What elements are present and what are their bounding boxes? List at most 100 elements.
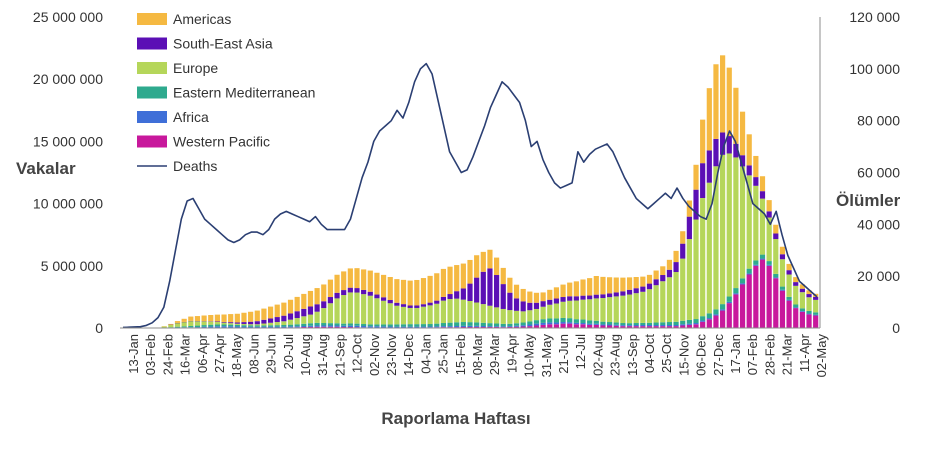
- bar-segment-eastern-mediterranean: [813, 312, 819, 315]
- bar-segment-americas: [494, 257, 500, 276]
- y-tick-label: 15 000 000: [33, 133, 103, 149]
- bar-segment-europe: [281, 321, 287, 326]
- bar-segment-africa: [387, 326, 393, 328]
- bar-segment-europe: [161, 326, 167, 328]
- bar-segment-south-east-asia: [513, 298, 520, 311]
- bar-segment-americas: [294, 296, 300, 312]
- bar-segment-western-pacific: [713, 315, 719, 328]
- bar-segment-americas: [440, 268, 447, 297]
- bar-segment-europe: [766, 217, 772, 262]
- bar-segment-americas: [287, 299, 294, 314]
- bar-segment-western-pacific: [626, 326, 633, 328]
- bar-segment-south-east-asia: [547, 299, 553, 305]
- bar-segment-eastern-mediterranean: [766, 261, 772, 265]
- bar-segment-eastern-mediterranean: [500, 323, 506, 327]
- bar-segment-eastern-mediterranean: [347, 323, 353, 326]
- bar-segment-americas: [500, 267, 506, 285]
- bar-segment-europe: [746, 175, 752, 269]
- bar-segment-africa: [434, 326, 440, 328]
- bar-segment-europe: [427, 305, 433, 325]
- bar-segment-europe: [460, 299, 466, 323]
- bar-segment-western-pacific: [799, 311, 805, 328]
- bar-segment-africa: [533, 323, 540, 326]
- bar-segment-western-pacific: [739, 284, 746, 328]
- bar-segment-south-east-asia: [420, 304, 427, 307]
- bar-segment-south-east-asia: [680, 243, 686, 259]
- bar-segment-south-east-asia: [414, 305, 420, 308]
- bar-segment-eastern-mediterranean: [626, 323, 633, 326]
- bar-segment-africa: [314, 325, 320, 327]
- bar-segment-americas: [753, 155, 759, 178]
- bar-segment-africa: [500, 326, 506, 328]
- bar-segment-europe: [500, 308, 506, 324]
- bar-segment-eastern-mediterranean: [560, 317, 566, 323]
- bar-segment-europe: [786, 274, 792, 297]
- bar-segment-americas: [414, 279, 420, 306]
- bar-segment-south-east-asia: [759, 191, 766, 199]
- y-axis-title: Vakalar: [16, 159, 76, 178]
- x-tick-label: 02-Aug: [590, 334, 605, 376]
- bar-segment-eastern-mediterranean: [693, 319, 699, 324]
- axes: [120, 17, 821, 329]
- bar-segment-americas: [387, 277, 393, 301]
- bar-segment-western-pacific: [327, 326, 333, 328]
- bar-segment-south-east-asia: [766, 211, 772, 218]
- bar-segment-south-east-asia: [407, 305, 413, 308]
- bar-segment-western-pacific: [553, 324, 560, 328]
- bar-segment-americas: [613, 277, 619, 293]
- bar-segment-south-east-asia: [267, 318, 274, 323]
- bar-segment-south-east-asia: [367, 291, 373, 296]
- bar-segment-eastern-mediterranean: [480, 322, 486, 327]
- x-tick-label: 10-May: [522, 334, 537, 378]
- bar-segment-south-east-asia: [653, 279, 659, 286]
- x-tick-label: 12-Oct: [350, 334, 365, 373]
- y2-tick-label: 60 000: [857, 165, 900, 181]
- bar-segment-americas: [434, 273, 440, 301]
- bar-segment-europe: [527, 310, 533, 322]
- bar-segment-eastern-mediterranean: [334, 323, 340, 326]
- x-tick-label: 08-Jun: [246, 334, 261, 374]
- bar-segment-south-east-asia: [607, 293, 613, 298]
- bar-segment-americas: [394, 279, 400, 303]
- bar-segment-europe: [660, 281, 666, 323]
- bar-segment-africa: [753, 264, 759, 266]
- y-tick-label: 0: [95, 320, 103, 336]
- bar-segment-europe: [301, 316, 307, 324]
- bar-segment-eastern-mediterranean: [394, 324, 400, 327]
- bar-segment-africa: [394, 326, 400, 328]
- bar-segment-south-east-asia: [626, 289, 633, 295]
- x-tick-label: 27-Dec: [711, 334, 726, 376]
- x-tick-label: 29-Mar: [487, 333, 502, 375]
- bar-segment-south-east-asia: [327, 297, 333, 304]
- bar-segment-europe: [394, 305, 400, 325]
- bar-segment-south-east-asia: [746, 165, 752, 176]
- bar-segment-europe: [773, 239, 779, 274]
- x-axis-title: Raporlama Haftası: [381, 409, 530, 428]
- bar-segment-eastern-mediterranean: [321, 323, 327, 326]
- bar-segment-europe: [467, 301, 473, 323]
- bar-segment-europe: [620, 295, 626, 324]
- bar-segment-eastern-mediterranean: [174, 326, 181, 328]
- bar-segment-africa: [713, 314, 719, 316]
- bar-segment-africa: [733, 293, 739, 295]
- bar-segment-europe: [673, 272, 679, 322]
- bar-segment-eastern-mediterranean: [447, 322, 453, 327]
- bar-segment-south-east-asia: [613, 292, 619, 297]
- bar-segment-western-pacific: [587, 324, 593, 328]
- bar-segment-africa: [454, 326, 460, 328]
- bar-segment-europe: [600, 298, 606, 322]
- bar-segment-south-east-asia: [314, 304, 320, 312]
- y-tick-label: 20 000 000: [33, 71, 103, 87]
- bar-segment-europe: [374, 298, 380, 325]
- bar-segment-western-pacific: [633, 326, 639, 328]
- bar-segment-europe: [480, 304, 486, 323]
- bar-segment-africa: [799, 311, 805, 312]
- bar-segment-americas: [773, 224, 779, 234]
- bar-segment-western-pacific: [720, 310, 726, 328]
- bar-segment-south-east-asia: [261, 319, 267, 324]
- bar-segment-americas: [234, 313, 240, 323]
- x-tick-label: 14-Dec: [401, 334, 416, 376]
- bar-segment-south-east-asia: [361, 289, 367, 295]
- bar-segment-americas: [241, 312, 247, 323]
- x-tick-label: 04-Oct: [642, 334, 657, 373]
